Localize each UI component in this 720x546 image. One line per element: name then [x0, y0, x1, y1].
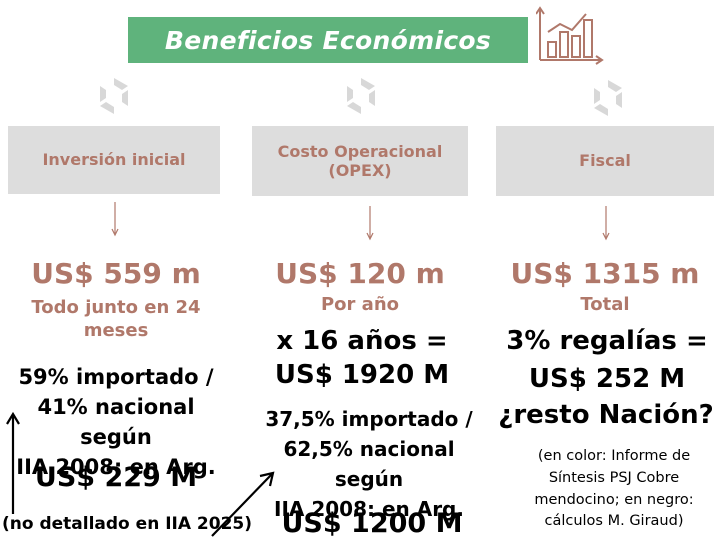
detail-line: IIA 2008: en Arg.: [274, 497, 464, 521]
diagonal-arrow-opex: [211, 473, 273, 537]
geometric-logo-icon: [347, 78, 375, 114]
box-label: Fiscal: [579, 151, 631, 171]
value-opex: US$ 120 m: [275, 257, 445, 290]
detail-inversion: 59% importado / 41% nacional según IIA 2…: [0, 362, 232, 482]
geometric-logo-icon: [100, 78, 128, 114]
detail-line: 37,5% importado /: [265, 407, 473, 431]
note-line: cálculos M. Giraud): [544, 513, 684, 530]
value-fiscal: US$ 1315 m: [510, 257, 700, 290]
source-note: (en color: Informe de Síntesis PSJ Cobre…: [508, 446, 720, 533]
page-title: Beneficios Económicos: [128, 17, 528, 63]
box-label-line1: Costo Operacional: [277, 141, 443, 161]
total-opex: US$ 1200 M: [281, 508, 463, 539]
value-inversion: US$ 559 m: [31, 257, 201, 290]
calc-line: US$ 1920 M: [274, 360, 450, 390]
question-fiscal: ¿resto Nación?: [498, 400, 714, 430]
note-line: (en color: Informe de: [537, 448, 691, 464]
calc-line: 3% regalías =: [506, 326, 708, 356]
box-label-line2: (OPEX): [328, 161, 392, 180]
detail-line: IIA 2008: en Arg.: [16, 455, 216, 479]
calc-line: x 16 años =: [276, 326, 448, 356]
total-inversion: US$ 229 M: [34, 462, 198, 493]
note-line: mendocino; en negro:: [534, 491, 694, 508]
detail-line: 62,5% nacional según: [283, 437, 455, 491]
calc-fiscal: 3% regalías = US$ 252 M: [496, 322, 718, 398]
footnote-inversion: (no detallado en IIA 2025): [2, 514, 253, 534]
bar-chart-growth-icon: [536, 6, 604, 65]
box-label: Inversión inicial: [42, 150, 186, 170]
subtitle-opex: Por año: [320, 294, 400, 315]
calc-opex: x 16 años = US$ 1920 M: [250, 324, 474, 392]
box-inversion-inicial: Inversión inicial: [8, 126, 220, 194]
detail-line: 59% importado /: [18, 365, 214, 389]
calc-line: US$ 252 M: [528, 364, 686, 394]
geometric-logo-icon: [594, 80, 622, 116]
subtitle-inversion: Todo junto en 24 meses: [31, 297, 201, 341]
note-line: Síntesis PSJ Cobre: [548, 469, 680, 486]
detail-line: 41% nacional según: [37, 395, 195, 449]
box-fiscal: Fiscal: [496, 126, 714, 196]
subtitle-fiscal: Total: [580, 294, 630, 315]
detail-opex: 37,5% importado / 62,5% nacional según I…: [246, 404, 492, 524]
box-opex: Costo Operacional (OPEX): [252, 126, 468, 196]
